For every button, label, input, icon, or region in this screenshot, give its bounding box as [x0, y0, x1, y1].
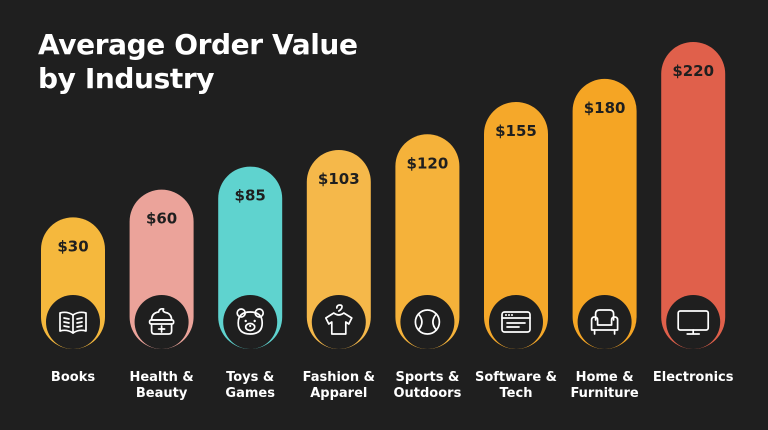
category-label: Books — [51, 370, 95, 385]
bar-value-label: $85 — [235, 187, 266, 205]
icon-badge — [489, 295, 543, 349]
bar-group: $60 Health & Beauty — [129, 189, 194, 401]
bar — [395, 134, 460, 349]
chart-title-line-1: Average Order Value — [38, 28, 358, 61]
icon-badge — [134, 295, 189, 349]
category-label-line: Games — [225, 386, 275, 401]
teddy-bear-icon — [236, 308, 265, 335]
bar-value-label: $180 — [584, 99, 626, 117]
category-label-line: Tech — [500, 386, 533, 401]
icon-badge — [311, 295, 366, 349]
bar-group: $120 Sports & Outdoors — [393, 134, 462, 401]
monitor-icon — [677, 310, 710, 335]
browser-window-icon — [501, 311, 531, 333]
chart-title: Average Order Value by Industry — [38, 28, 418, 96]
bar — [306, 149, 371, 349]
bar — [484, 101, 548, 350]
tennis-ball-icon — [414, 309, 441, 335]
category-label-line: Toys & — [226, 370, 274, 385]
bar-value-label: $155 — [495, 122, 537, 140]
bar — [572, 78, 637, 349]
chart-title-line-2: by Industry — [38, 62, 215, 95]
category-label-line: Software & — [475, 370, 557, 385]
bar-group: $220 Electronics — [653, 42, 734, 385]
bar-group: $180 Home & Furniture — [570, 78, 639, 401]
category-label-line: Outdoors — [393, 386, 461, 401]
category-label: Toys & Games — [225, 370, 275, 401]
bar-value-label: $60 — [146, 210, 177, 228]
icon-badge — [223, 295, 278, 349]
category-label: Home & Furniture — [570, 370, 638, 401]
bar-group: $103 Fashion & Apparel — [303, 149, 375, 401]
category-label-line: Furniture — [570, 386, 638, 401]
bar-group: $30 Books — [41, 217, 105, 385]
bar-value-label: $30 — [57, 237, 88, 255]
category-label: Health & Beauty — [129, 370, 193, 401]
category-label-line: Health & — [129, 370, 193, 385]
bar-value-label: $120 — [407, 154, 449, 172]
category-label-line: Sports & — [395, 370, 459, 385]
bar-value-label: $103 — [318, 170, 360, 188]
category-label-line: Home & — [576, 370, 634, 385]
book-icon — [59, 311, 87, 334]
category-label-line: Electronics — [653, 370, 734, 385]
category-label: Sports & Outdoors — [393, 370, 461, 401]
category-label-line: Beauty — [136, 386, 188, 401]
category-label: Electronics — [653, 370, 734, 385]
category-label-line: Apparel — [310, 386, 367, 401]
bar-value-label: $220 — [672, 62, 714, 80]
bar-group: $155 Software & Tech — [475, 101, 557, 401]
icon-badge — [400, 295, 455, 349]
icon-badge — [666, 295, 721, 349]
category-label: Software & Tech — [475, 370, 557, 401]
cream-jar-icon — [148, 307, 175, 335]
category-label: Fashion & Apparel — [303, 370, 375, 401]
icon-badge — [577, 295, 632, 349]
armchair-icon — [590, 309, 619, 335]
shirt-hanger-icon — [324, 304, 353, 335]
bar-group: $85 Toys & Games — [218, 166, 283, 401]
category-label-line: Books — [51, 370, 95, 385]
bar — [661, 42, 726, 349]
category-label-line: Fashion & — [303, 370, 375, 385]
